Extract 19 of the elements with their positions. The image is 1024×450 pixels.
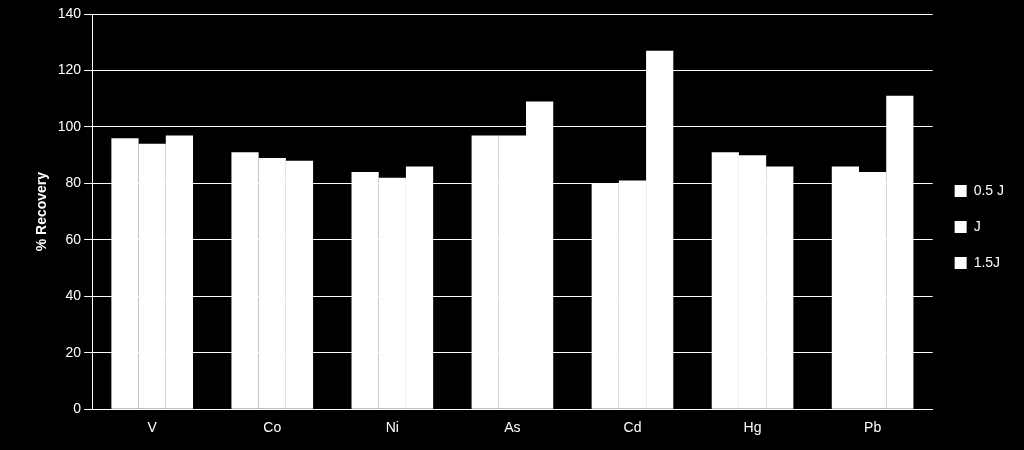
legend-label: 0.5 J (973, 181, 1005, 198)
y-tick-label: 0 (73, 400, 82, 417)
x-tick-label: V (147, 419, 158, 436)
y-tick-label: 80 (65, 174, 82, 191)
legend-label: 1.5J (973, 253, 1001, 270)
y-tick-label: 20 (65, 343, 82, 360)
y-tick-label: 40 (65, 287, 82, 304)
x-tick-label: Hg (743, 419, 762, 436)
y-tick-label: 140 (57, 4, 82, 21)
y-axis-title: % Recovery (33, 171, 50, 252)
x-tick-label: Pb (864, 419, 882, 436)
x-tick-label: Ni (385, 419, 399, 436)
y-tick-label: 100 (57, 117, 82, 134)
y-tick-label: 120 (57, 61, 82, 78)
x-tick-label: As (504, 419, 521, 436)
x-tick-label: Co (263, 419, 282, 436)
y-tick-label: 60 (65, 230, 82, 247)
legend-label: J (973, 217, 981, 234)
x-tick-label: Cd (623, 419, 642, 436)
